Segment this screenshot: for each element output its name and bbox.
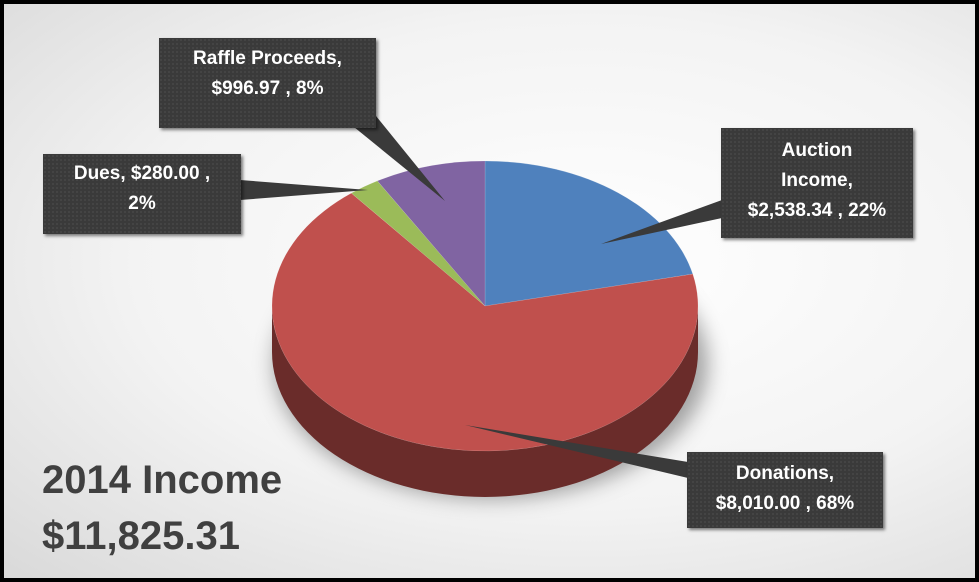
callout-auction-line3: $2,538.34 , 22% — [747, 200, 887, 221]
pie-slice-auction-income — [484, 160, 694, 307]
pie-slice-raffle-proceeds — [376, 160, 486, 307]
pie-chart — [240, 116, 722, 499]
leader-line-auction — [601, 200, 722, 244]
callout-dues-line1: Dues, $280.00 , — [73, 163, 211, 184]
leader-line-dues — [240, 180, 368, 200]
callout-raffle-line2: $996.97 , 8% — [211, 78, 324, 99]
chart-total-text: $11,825.31 — [42, 514, 240, 558]
callout-auction-line1: Auction — [781, 140, 853, 161]
callout-donations-line2: $8,010.00 , 68% — [715, 493, 855, 514]
callout-raffle-line1: Raffle Proceeds, — [193, 48, 342, 69]
pie-slice-donations — [271, 192, 699, 452]
chart-title-text: 2014 Income — [42, 458, 283, 502]
chart-title: 2014 Income $11,825.31 — [42, 452, 302, 564]
callout-dues: Dues, $280.00 , 2% — [43, 154, 241, 234]
pie-slice-dues — [350, 180, 486, 307]
callout-dues-line2: 2% — [128, 193, 156, 214]
leader-line-donations — [465, 425, 688, 478]
callout-donations: Donations, $8,010.00 , 68% — [687, 452, 883, 528]
callout-auction-line2: Income, — [781, 170, 853, 191]
callout-raffle-proceeds: Raffle Proceeds, $996.97 , 8% — [159, 38, 376, 128]
leader-line-raffle — [354, 116, 445, 201]
callout-donations-line1: Donations, — [735, 463, 835, 484]
callout-auction-income: Auction Income, $2,538.34 , 22% — [721, 128, 913, 238]
